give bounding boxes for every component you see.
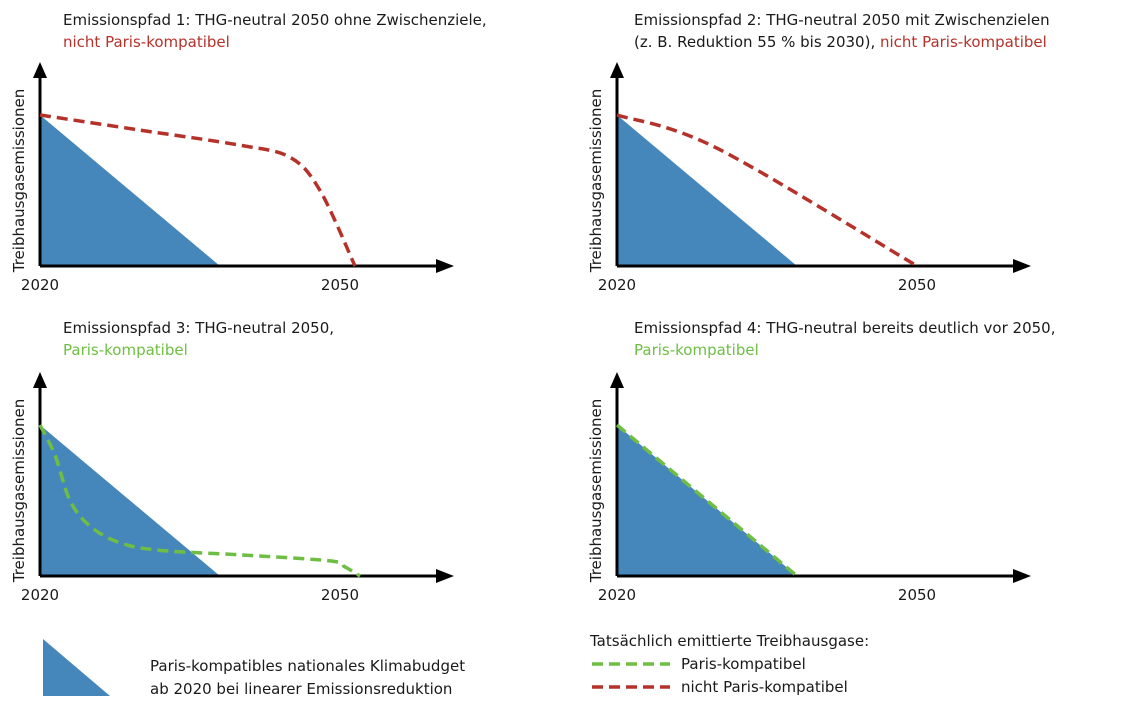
emission-path-line <box>39 113 357 267</box>
y-axis-arrow-icon <box>610 62 624 78</box>
panel-status-label: nicht Paris-kompatibel <box>880 33 1047 51</box>
x-tick-label: 2020 <box>598 586 636 604</box>
emission-path-line <box>615 423 799 578</box>
legend-header: Tatsächlich emittierte Treibhausgase: <box>590 632 870 650</box>
chart-1: 2020 2050 Treibhausgasemissionen <box>10 62 454 294</box>
chart-panel-4: Emissionspfad 4: THG-neutral bereits deu… <box>577 310 1121 610</box>
x-axis-arrow-icon <box>1013 259 1031 273</box>
legend-not-paris-label: nicht Paris-kompatibel <box>681 678 848 696</box>
x-tick-label: 2020 <box>21 276 59 294</box>
legend-budget-line2: ab 2020 bei linearer Emissionsreduktion <box>150 680 453 698</box>
x-tick-label: 2050 <box>898 276 936 294</box>
y-axis-arrow-icon <box>33 372 47 388</box>
y-axis-label: Treibhausgasemissionen <box>10 399 28 584</box>
emission-path-line <box>38 424 361 578</box>
chart-panel-3: Emissionspfad 3: THG-neutral 2050, Paris… <box>0 310 560 610</box>
panel-title-line1: Emissionspfad 3: THG-neutral 2050, <box>63 319 335 337</box>
budget-area <box>40 115 220 266</box>
panel-title-line1: Emissionspfad 4: THG-neutral bereits deu… <box>634 319 1056 337</box>
chart-3: 2020 2050 Treibhausgasemissionen <box>10 372 454 604</box>
x-axis-arrow-icon <box>436 259 454 273</box>
y-axis-label: Treibhausgasemissionen <box>10 89 28 274</box>
budget-swatch-icon <box>43 639 110 696</box>
dashed-line-green-icon <box>592 662 670 666</box>
legend-emissions: Tatsächlich emittierte Treibhausgase: Pa… <box>590 630 1110 699</box>
x-tick-label: 2020 <box>21 586 59 604</box>
budget-area <box>40 425 220 576</box>
chart-panel-2: Emissionspfad 2: THG-neutral 2050 mit Zw… <box>577 0 1121 300</box>
x-tick-label: 2050 <box>321 586 359 604</box>
panel-title: Emissionspfad 1: THG-neutral 2050 ohne Z… <box>63 9 487 53</box>
legend-budget: Paris-kompatibles nationales Klimabudget… <box>40 636 640 698</box>
dashed-line-red-icon <box>592 685 670 689</box>
panel-title-line1: Emissionspfad 1: THG-neutral 2050 ohne Z… <box>63 11 487 29</box>
chart-panel-1: Emissionspfad 1: THG-neutral 2050 ohne Z… <box>0 0 560 300</box>
panel-title-line1: Emissionspfad 2: THG-neutral 2050 mit Zw… <box>634 11 1050 29</box>
x-tick-label: 2050 <box>321 276 359 294</box>
y-axis-label: Treibhausgasemissionen <box>587 89 605 274</box>
panel-status-label: Paris-kompatibel <box>63 341 188 359</box>
x-tick-label: 2050 <box>898 586 936 604</box>
budget-area <box>617 115 797 266</box>
emission-path-line <box>616 113 918 268</box>
y-axis-arrow-icon <box>33 62 47 78</box>
y-axis-label: Treibhausgasemissionen <box>587 399 605 584</box>
chart-2: 2020 2050 Treibhausgasemissionen <box>587 62 1031 294</box>
panel-title: Emissionspfad 3: THG-neutral 2050, Paris… <box>63 317 334 361</box>
y-axis-arrow-icon <box>610 372 624 388</box>
panel-title: Emissionspfad 2: THG-neutral 2050 mit Zw… <box>634 11 1050 51</box>
panel-status-label: Paris-kompatibel <box>634 341 759 359</box>
budget-swatch <box>43 639 110 696</box>
chart-4: 2020 2050 Treibhausgasemissionen <box>587 372 1031 604</box>
x-axis-arrow-icon <box>436 569 454 583</box>
panel-title: Emissionspfad 4: THG-neutral bereits deu… <box>634 317 1055 361</box>
legend-budget-line1: Paris-kompatibles nationales Klimabudget <box>150 657 466 675</box>
x-tick-label: 2020 <box>598 276 636 294</box>
legend-paris-label: Paris-kompatibel <box>681 655 806 673</box>
x-axis-arrow-icon <box>1013 569 1031 583</box>
panel-status-label: nicht Paris-kompatibel <box>63 33 230 51</box>
